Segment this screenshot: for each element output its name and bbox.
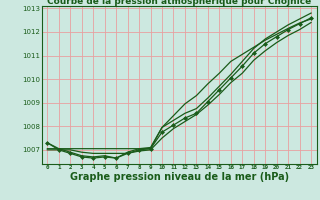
Title: Courbe de la pression atmosphérique pour Chojnice: Courbe de la pression atmosphérique pour…: [47, 0, 311, 6]
X-axis label: Graphe pression niveau de la mer (hPa): Graphe pression niveau de la mer (hPa): [70, 172, 289, 182]
